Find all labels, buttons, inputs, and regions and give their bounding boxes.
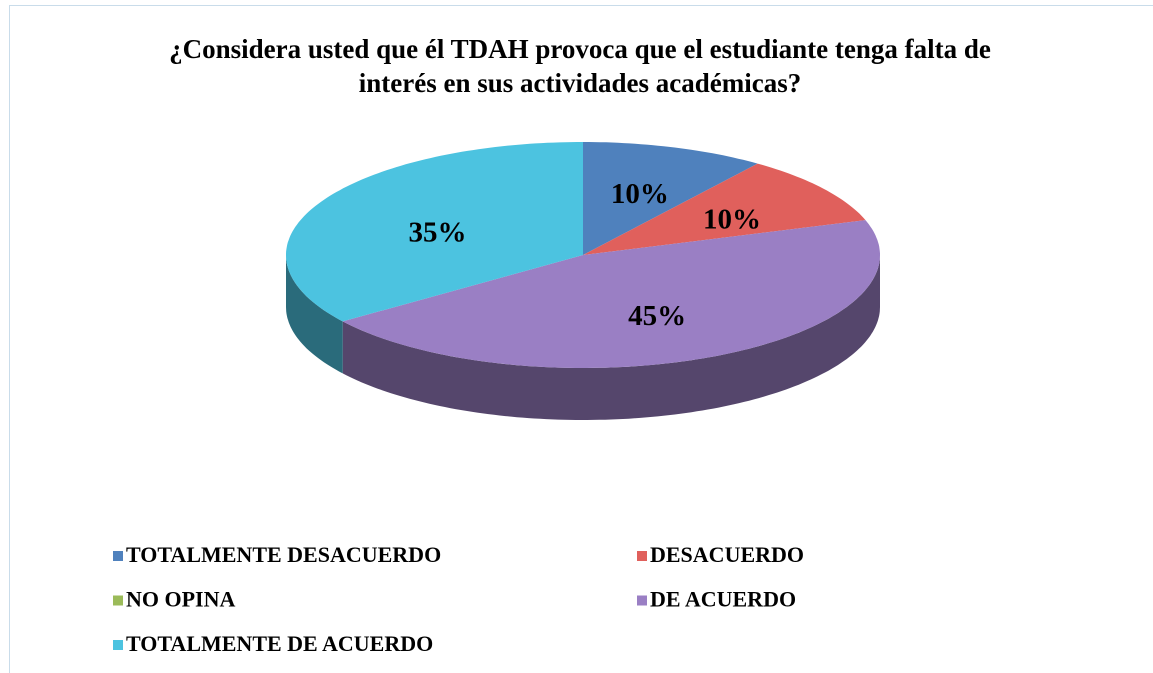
- legend-label: DE ACUERDO: [650, 587, 796, 612]
- legend-label: DESACUERDO: [650, 542, 804, 567]
- data-label: 10%: [703, 203, 761, 235]
- pie-side: [342, 255, 880, 420]
- chart-border: [9, 5, 1153, 673]
- legend-marker: [113, 640, 123, 650]
- data-label: 45%: [628, 300, 686, 332]
- legend-label: TOTALMENTE DE ACUERDO: [126, 631, 433, 656]
- chart-title: ¿Considera usted que él TDAH provoca que…: [169, 34, 991, 98]
- legend-marker: [637, 551, 647, 561]
- pie-slice: [342, 220, 880, 368]
- data-label: 10%: [611, 178, 669, 210]
- legend-marker: [637, 595, 647, 606]
- legend-marker: [113, 551, 123, 561]
- pie-side: [286, 255, 343, 374]
- legend-label: NO OPINA: [126, 587, 236, 612]
- pie-slice: [583, 142, 758, 255]
- legend-label: TOTALMENTE DESACUERDO: [126, 542, 441, 567]
- pie-slice: [286, 142, 583, 322]
- pie-slice: [583, 163, 866, 255]
- data-label: 35%: [408, 216, 466, 248]
- legend-marker: [113, 595, 123, 606]
